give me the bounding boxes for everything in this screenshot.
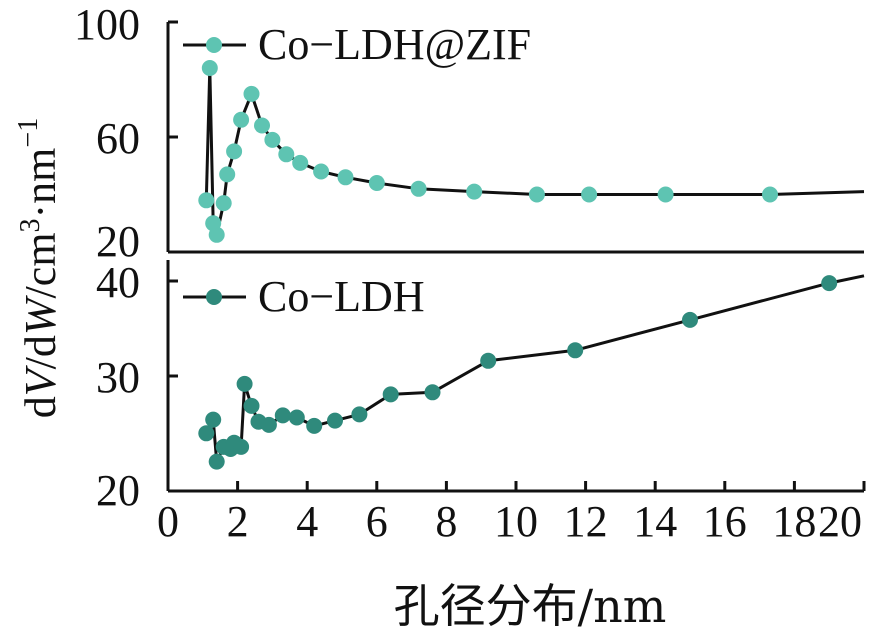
zif-data-point-17 bbox=[466, 183, 483, 200]
ldh-data-point-10 bbox=[260, 416, 277, 433]
ldh-data-point-12 bbox=[288, 409, 305, 426]
zif-data-point-11 bbox=[278, 146, 295, 163]
y-label-sup-3: 3 bbox=[15, 218, 46, 232]
xtick-14: 14 bbox=[633, 497, 677, 546]
ldh-data-point-0 bbox=[198, 425, 215, 442]
zif-series-line bbox=[204, 66, 865, 237]
ldh-data-point-21 bbox=[821, 275, 838, 292]
xtick-4: 4 bbox=[296, 497, 318, 546]
bottom-ytick-30: 30 bbox=[96, 353, 140, 402]
zif-data-point-9 bbox=[254, 117, 270, 134]
zif-data-point-6 bbox=[226, 143, 243, 160]
y-label-v: V bbox=[16, 364, 65, 396]
y-axis-label: dV/dW/cm3·nm−1 bbox=[13, 118, 65, 418]
top-panel-axes bbox=[166, 20, 864, 254]
ldh-data-point-18 bbox=[480, 352, 497, 369]
zif-data-point-16 bbox=[410, 180, 427, 197]
top-legend-marker bbox=[206, 37, 222, 53]
x-axis-label: 孔径分布/nm bbox=[394, 579, 667, 633]
top-panel-plot bbox=[198, 60, 865, 243]
zif-data-point-8 bbox=[243, 85, 260, 102]
ldh-data-point-13 bbox=[306, 417, 323, 434]
y-label-slash-d: /d bbox=[16, 335, 65, 369]
bottom-legend: Co−LDH bbox=[183, 272, 425, 321]
zif-data-point-20 bbox=[657, 186, 674, 203]
ldh-data-point-16 bbox=[382, 386, 399, 403]
x-tick-marks bbox=[166, 481, 866, 491]
xtick-16: 16 bbox=[703, 497, 747, 546]
ldh-data-point-11 bbox=[274, 407, 291, 424]
zif-data-point-10 bbox=[264, 131, 281, 148]
zif-data-point-14 bbox=[337, 169, 354, 186]
ldh-data-point-2 bbox=[208, 453, 225, 470]
zif-data-point-5 bbox=[219, 166, 236, 183]
top-legend: Co−LDH@ZIF bbox=[183, 20, 531, 69]
top-ytick-100: 100 bbox=[74, 0, 140, 49]
zif-data-point-3 bbox=[208, 226, 225, 243]
ldh-data-point-7 bbox=[236, 375, 253, 392]
zif-data-point-19 bbox=[581, 186, 598, 203]
bottom-ytick-40: 40 bbox=[96, 258, 140, 307]
xtick-8: 8 bbox=[435, 497, 457, 546]
zif-data-point-15 bbox=[368, 175, 385, 191]
bottom-legend-label: Co−LDH bbox=[258, 272, 425, 321]
top-legend-label: Co−LDH@ZIF bbox=[258, 20, 531, 69]
xtick-10: 10 bbox=[494, 497, 538, 546]
ldh-data-point-15 bbox=[351, 406, 368, 423]
zif-data-point-4 bbox=[215, 195, 232, 212]
zif-data-point-7 bbox=[233, 111, 250, 128]
xtick-6: 6 bbox=[366, 497, 388, 546]
bottom-panel-plot bbox=[198, 274, 865, 470]
xtick-20: 20 bbox=[818, 497, 862, 546]
ldh-data-point-8 bbox=[243, 397, 260, 414]
y-label-sup-neg1: −1 bbox=[13, 118, 44, 148]
y-label-d: d bbox=[16, 396, 65, 418]
y-label-slash-cm: /cm bbox=[16, 232, 65, 298]
ldh-data-point-1 bbox=[205, 411, 222, 428]
ldh-data-point-20 bbox=[682, 311, 698, 328]
xtick-12: 12 bbox=[564, 497, 608, 546]
y-label-dot-nm: ·nm bbox=[16, 148, 65, 219]
ldh-data-point-17 bbox=[424, 384, 441, 401]
zif-data-point-1 bbox=[201, 60, 218, 76]
top-ytick-60: 60 bbox=[96, 114, 140, 163]
xtick-0: 0 bbox=[157, 497, 179, 546]
xtick-18: 18 bbox=[772, 497, 816, 546]
xtick-2: 2 bbox=[227, 497, 249, 546]
y-label-w: W bbox=[16, 295, 65, 335]
top-ytick-20: 20 bbox=[96, 217, 140, 266]
zif-data-point-18 bbox=[528, 186, 545, 203]
zif-data-point-12 bbox=[292, 154, 309, 171]
zif-data-point-0 bbox=[198, 192, 215, 209]
ldh-data-point-19 bbox=[567, 342, 584, 359]
zif-data-point-13 bbox=[313, 163, 330, 180]
bottom-ytick-20: 20 bbox=[96, 466, 140, 515]
ldh-data-point-14 bbox=[327, 412, 343, 429]
ldh-data-point-6 bbox=[233, 438, 250, 455]
bottom-legend-marker bbox=[206, 289, 222, 305]
zif-data-point-21 bbox=[762, 186, 778, 203]
